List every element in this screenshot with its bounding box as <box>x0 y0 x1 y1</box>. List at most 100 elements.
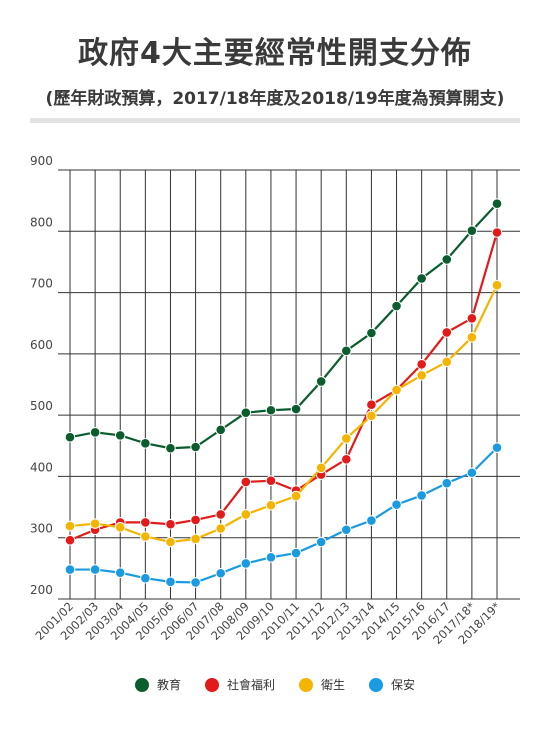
data-point <box>215 567 227 579</box>
data-point <box>64 534 76 546</box>
data-point <box>491 279 503 291</box>
y-tick-label: 900 <box>30 154 53 168</box>
data-point <box>491 198 503 210</box>
data-point <box>366 399 377 411</box>
grid-lines <box>58 169 520 600</box>
data-point <box>64 564 76 575</box>
data-point <box>466 225 478 236</box>
data-point <box>416 370 427 381</box>
y-tick-label: 700 <box>30 277 53 291</box>
series-line-0 <box>69 202 498 450</box>
data-point <box>114 567 126 578</box>
legend-label-security: 保安 <box>391 678 416 692</box>
data-point <box>290 547 302 559</box>
data-point <box>64 520 76 532</box>
x-axis: 2001/022002/032003/042004/052005/062006/… <box>32 599 503 647</box>
y-tick-label: 400 <box>30 460 53 474</box>
y-tick-label: 300 <box>30 522 53 536</box>
data-point <box>416 358 427 370</box>
data-point <box>441 327 453 338</box>
data-point <box>240 509 252 520</box>
data-point <box>391 499 402 510</box>
data-point <box>340 524 352 536</box>
series-line-1 <box>69 232 499 542</box>
data-point <box>114 430 126 441</box>
data-point <box>441 356 453 368</box>
data-point <box>391 384 402 396</box>
legend-label-education: 教育 <box>156 678 181 692</box>
data-point <box>340 345 352 357</box>
data-point <box>114 521 126 533</box>
y-tick-label: 600 <box>30 338 53 352</box>
series-line-3 <box>70 446 498 584</box>
data-point <box>215 424 227 436</box>
data-point <box>466 467 478 479</box>
data-point <box>416 273 427 284</box>
data-point <box>165 442 176 454</box>
y-tick-label: 200 <box>30 583 53 597</box>
legend-label-welfare: 社會福利 <box>226 678 275 692</box>
legend-item-education: 教育 <box>134 676 181 693</box>
legend: 教育 社會福利 衛生 保安 <box>0 676 550 693</box>
data-point <box>215 523 227 534</box>
data-point <box>441 254 453 265</box>
data-point <box>89 427 101 438</box>
y-tick-label: 500 <box>30 399 53 413</box>
data-point <box>240 407 252 418</box>
data-point <box>190 514 201 526</box>
y-axis: 200 300 400 500 600 700 800 900 <box>30 154 53 597</box>
data-point <box>491 442 503 453</box>
data-point <box>64 431 76 443</box>
data-point <box>165 536 176 548</box>
data-point <box>165 576 176 588</box>
data-point <box>140 572 151 584</box>
legend-swatch-security <box>369 677 384 692</box>
chart-title: 政府4大主要經常性開支分佈 <box>78 36 472 71</box>
data-point <box>366 515 377 526</box>
data-point <box>441 477 453 489</box>
data-point <box>416 490 427 501</box>
data-point <box>190 441 201 453</box>
data-point <box>366 327 377 339</box>
legend-item-security: 保安 <box>369 676 415 693</box>
series-group <box>64 198 503 588</box>
data-point <box>265 404 277 416</box>
data-point <box>89 564 101 575</box>
data-point <box>240 476 252 488</box>
legend-item-health: 衛生 <box>299 676 345 693</box>
data-point <box>140 438 151 449</box>
title-divider <box>30 118 520 123</box>
legend-swatch-health <box>299 677 313 692</box>
data-point <box>391 300 402 312</box>
data-point <box>89 518 101 529</box>
data-point <box>265 475 277 487</box>
data-point <box>215 509 227 520</box>
data-point <box>240 558 252 569</box>
data-point <box>491 227 503 238</box>
data-point <box>140 517 151 528</box>
data-point <box>366 410 377 422</box>
data-point <box>466 313 478 324</box>
data-point <box>466 332 478 343</box>
legend-swatch-welfare <box>204 677 219 692</box>
data-point <box>265 552 277 563</box>
data-point <box>165 518 176 530</box>
data-point <box>290 490 302 502</box>
legend-swatch-education <box>134 677 149 692</box>
data-point <box>190 533 201 545</box>
data-point <box>315 376 327 387</box>
data-point <box>140 531 151 542</box>
data-point <box>290 403 302 415</box>
data-point <box>315 536 327 548</box>
data-point <box>315 462 327 474</box>
data-point <box>340 453 352 465</box>
data-point <box>265 499 277 511</box>
legend-item-welfare: 社會福利 <box>204 676 275 693</box>
data-point <box>340 433 352 444</box>
series-line-2 <box>69 284 498 544</box>
chart-subtitle: (歷年財政預算，2017/18年度及2018/19年度為預算開支) <box>45 89 505 109</box>
legend-label-health: 衛生 <box>321 678 346 692</box>
data-point <box>190 577 201 588</box>
y-tick-label: 800 <box>30 215 53 229</box>
